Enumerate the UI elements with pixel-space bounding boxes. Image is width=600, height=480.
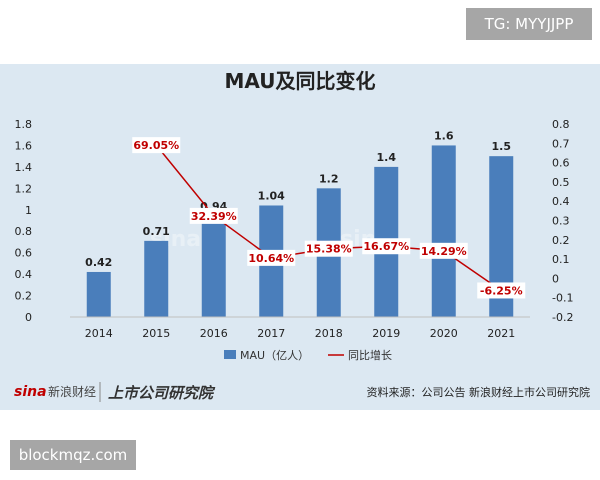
growth-label-box [189,207,238,224]
legend-line-label: 同比增长 [348,348,392,362]
legend-bar-swatch [224,350,236,359]
bar-value-label: 1.04 [258,189,285,202]
source-note: 资料来源：公司公告 新浪财经上市公司研究院 [367,385,591,399]
right-tick-label: 0.5 [552,176,570,189]
sina-logo-mark: sina [14,384,47,400]
institute-logo: 上市公司研究院 [108,384,216,402]
right-tick-label: 0.7 [552,137,570,150]
left-tick-label: 0 [25,311,32,324]
line-series: 69.05% 32.39% 10.64% 15.38% 16.67% 14.29% -6.2… [132,137,526,299]
bar-value-label: 0.71 [143,225,170,238]
right-tick-label: -0.2 [552,311,573,324]
x-tick-label: 2021 [487,327,515,340]
growth-label-box [362,238,411,255]
bar-value-label: 1.4 [377,151,397,164]
growth-label-box [419,242,468,259]
growth-value-label: 32.39% [191,210,237,223]
right-tick-label: 0.6 [552,157,570,170]
chart-title: MAU及同比变化 [224,69,375,93]
growth-value-label: 16.67% [363,240,409,253]
x-tick-label: 2015 [142,327,170,340]
right-tick-label: 0.1 [552,253,570,266]
right-tick-label: 0.3 [552,215,570,228]
left-tick-label: 0.8 [15,225,33,238]
left-tick-label: 0.4 [15,268,33,281]
left-tick-label: 1.8 [15,118,33,131]
left-tick-label: 0.2 [15,290,33,303]
growth-label-box [132,137,181,154]
bar [144,240,169,317]
right-axis: -0.2 -0.1 0 0.1 0.2 0.3 0.4 0.5 0.6 0.7 0.8 [552,118,573,324]
growth-value-label: 69.05% [133,139,179,152]
growth-value-label: 14.29% [421,245,467,258]
x-tick-label: 2019 [372,327,400,340]
x-tick-label: 2018 [315,327,343,340]
right-tick-label: 0.2 [552,234,570,247]
left-tick-label: 1.6 [15,139,33,152]
bar-series: 0.420.710.941.041.21.41.61.5 [85,129,514,317]
right-tick-label: 0.8 [552,118,570,131]
left-tick-label: 0.6 [15,247,33,260]
x-tick-label: 2017 [257,327,285,340]
growth-value-label: 15.38% [306,243,352,256]
right-tick-label: 0 [552,272,559,285]
growth-value-label: -6.25% [480,284,523,297]
left-tick-label: 1 [25,204,32,217]
x-tick-label: 2020 [430,327,458,340]
chart-panel: MAU及同比变化 sinasina 00.20.40.60.811.21.41.… [0,64,600,410]
bar [201,216,226,317]
left-axis: 0 0.2 0.4 0.6 0.8 1 1.2 1.4 1.6 1.8 [15,118,33,324]
bar-value-label: 1.2 [319,172,339,185]
sina-brand-name: 新浪财经 [48,384,96,399]
bar-value-label: 0.42 [85,256,112,269]
growth-label-box [247,249,296,266]
chart-svg: MAU及同比变化 sinasina 00.20.40.60.811.21.41.… [14,69,590,402]
x-tick-label: 2016 [200,327,228,340]
site-tag: blockmqz.com [10,440,136,470]
right-tick-label: 0.4 [552,195,570,208]
growth-label-box [304,240,353,257]
legend: MAU（亿人） 同比增长 [224,348,392,362]
left-tick-label: 1.4 [15,161,33,174]
bar-value-label: 1.6 [434,129,454,142]
right-tick-label: -0.1 [552,292,573,305]
bar-value-label: 1.5 [492,140,512,153]
chart-footer: sina 新浪财经 上市公司研究院 资料来源：公司公告 新浪财经上市公司研究院 [14,382,590,402]
left-tick-label: 1.2 [15,182,33,195]
growth-value-label: 10.64% [248,252,294,265]
corner-tag: TG: MYYJJPP [466,8,592,40]
bar [431,145,456,317]
bar [86,271,111,317]
x-axis: 2014 2015 2016 2017 2018 2019 2020 2021 [70,316,530,340]
growth-label-box [477,282,526,299]
legend-bar-label: MAU（亿人） [240,349,309,362]
x-tick-label: 2014 [85,327,113,340]
